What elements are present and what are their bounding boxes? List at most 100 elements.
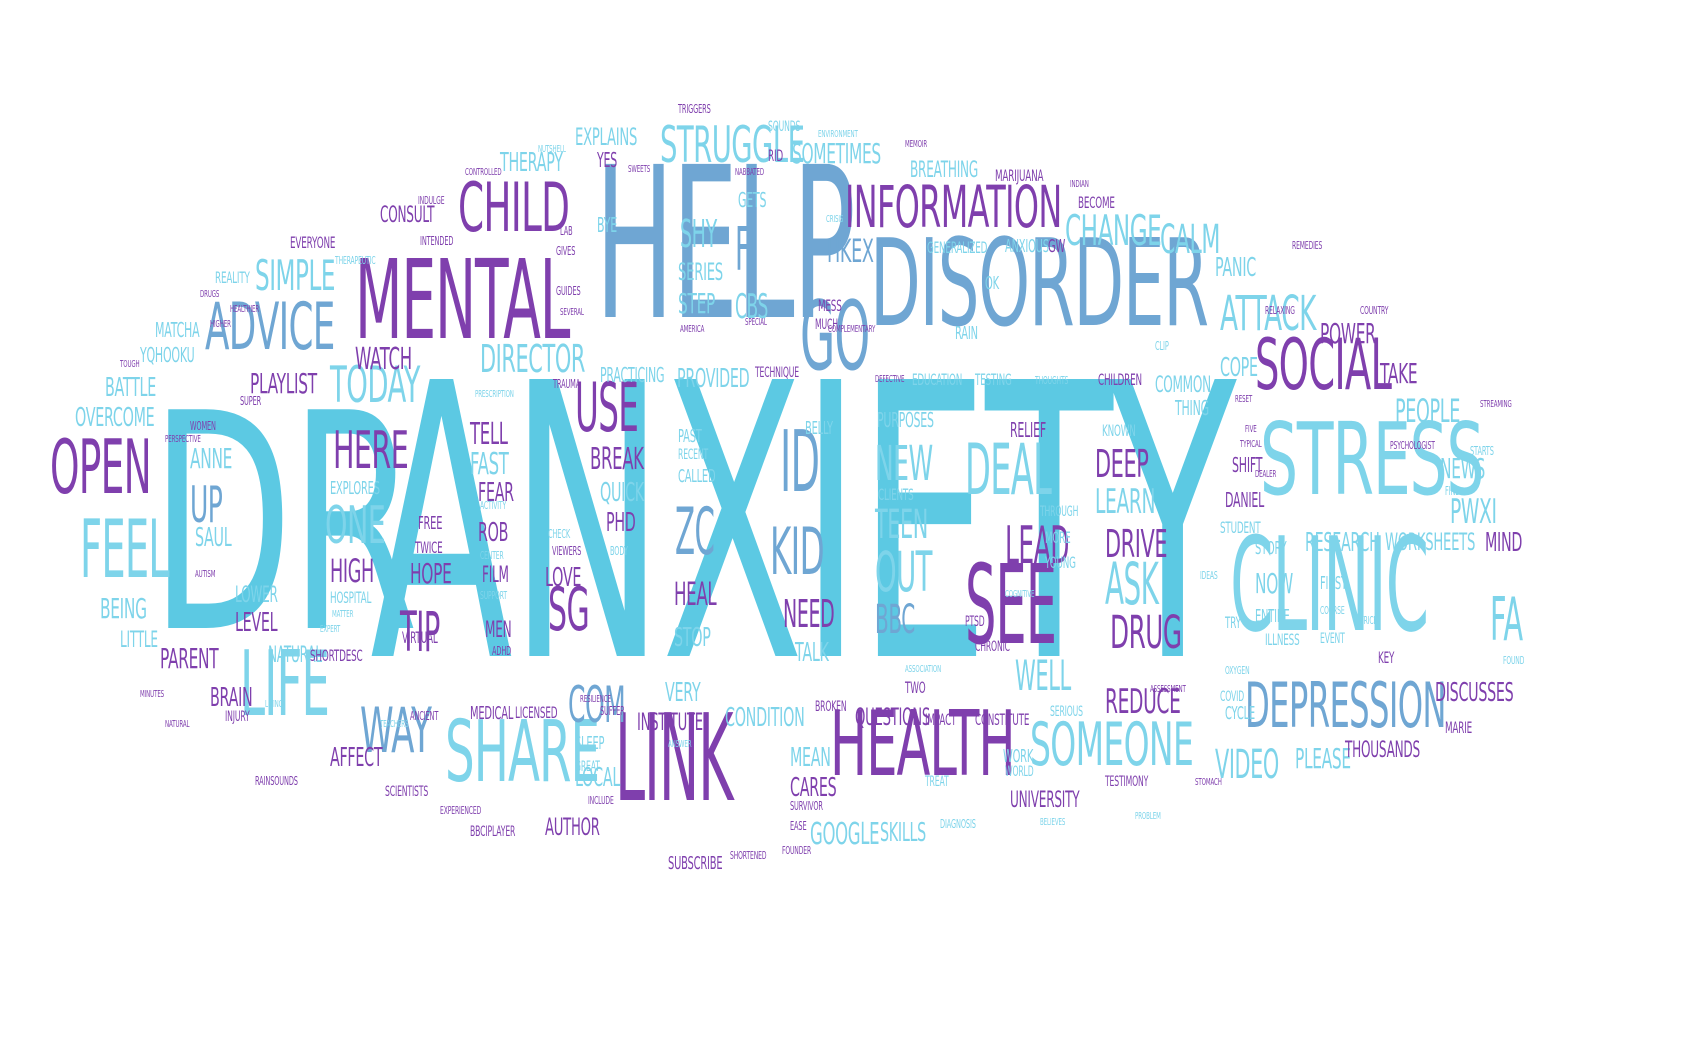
word-expert: Expert <box>320 624 341 635</box>
word-first: First <box>1320 573 1347 594</box>
word-struggle: Struggle <box>660 116 805 174</box>
word-provided: Provided <box>677 364 750 394</box>
word-scientists: Scientists <box>385 784 429 800</box>
word-cares: Cares <box>790 773 837 803</box>
word-event: Event <box>1320 631 1345 647</box>
word-america: America <box>680 324 705 335</box>
word-relief: Relief <box>1010 418 1046 442</box>
word-impact: Impact <box>925 710 957 729</box>
word-hope: Hope <box>410 557 452 590</box>
word-children: Children <box>1098 370 1142 389</box>
word-prescription: Prescription <box>475 389 514 400</box>
word-stop: Stop <box>674 623 711 653</box>
word-founder: Founder <box>782 844 812 857</box>
word-higher: Higher <box>210 319 231 330</box>
word-indulge: Indulge <box>418 194 445 207</box>
word-triggers: Triggers <box>678 102 711 116</box>
word-special: Special <box>745 317 767 328</box>
word-young: Young <box>1045 553 1076 572</box>
word-recent: Recent <box>678 447 709 463</box>
word-generalized: Generalized <box>927 238 988 257</box>
word-out: Out <box>875 540 932 604</box>
word-life: Life <box>240 632 330 737</box>
word-experienced: Experienced <box>440 804 482 817</box>
word-matcha: Matcha <box>155 318 200 342</box>
word-medical: Medical <box>470 703 514 724</box>
word-breathing: Breathing <box>910 158 979 183</box>
word-licensed: Licensed <box>515 703 558 722</box>
word-condition: Condition <box>725 703 805 733</box>
word-gets: Gets <box>738 188 767 212</box>
word-intended: Intended <box>420 234 454 248</box>
word-information: Information <box>845 173 1062 241</box>
word-calm: Calm <box>1160 217 1220 263</box>
word-course: Course <box>1320 604 1345 617</box>
word-subscribe: Subscribe <box>668 853 723 874</box>
word-marijuana: Marijuana <box>995 166 1044 185</box>
word-nutshell: Nutshell <box>538 144 566 155</box>
word-well: Well <box>1015 651 1071 700</box>
word-problem: Problem <box>1135 811 1161 822</box>
word-past: Past <box>678 426 702 447</box>
word-much: Much <box>815 317 838 333</box>
word-being: Being <box>100 592 147 625</box>
word-indian: Indian <box>1070 179 1089 190</box>
word-shy: Shy <box>680 212 717 256</box>
word-author: Author <box>545 813 600 841</box>
word-health: Health <box>830 692 1016 797</box>
word-tip: Tip <box>400 600 440 664</box>
word-brain: Brain <box>210 683 253 713</box>
word-playlist: Playlist <box>250 367 317 400</box>
word-minutes: Minutes <box>140 689 165 700</box>
word-cope: Cope <box>1220 353 1258 383</box>
word-use: Use <box>575 369 639 448</box>
word-psychologist: Psychologist <box>1390 439 1435 452</box>
word-lead: Lead <box>1005 516 1069 576</box>
word-institute: Institute <box>637 708 703 736</box>
word-consult: Consult <box>380 203 435 228</box>
word-lab: Lab <box>560 224 573 238</box>
word-ease: Ease <box>790 819 807 833</box>
word-level: Level <box>235 608 278 638</box>
word-support: Support <box>480 589 507 602</box>
word-student: Student <box>1220 518 1261 537</box>
word-pwxi: Pwxi <box>1450 492 1497 532</box>
word-simple: Simple <box>255 251 336 300</box>
word-new: New <box>875 436 933 492</box>
word-drug: Drug <box>1110 606 1182 659</box>
word-crisis: Crisis <box>826 214 844 225</box>
word-help: Help <box>595 122 856 367</box>
word-environment: Environment <box>818 129 858 140</box>
word-illness: Illness <box>1265 630 1300 649</box>
word-quick: Quick <box>600 478 644 508</box>
word-kid: Kid <box>770 515 825 590</box>
word-controlled: Controlled <box>465 167 502 178</box>
word-association: Association <box>905 664 942 675</box>
word-believes: Believes <box>1040 817 1066 828</box>
word-center: Center <box>480 549 504 562</box>
word-fear: Fear <box>478 478 514 508</box>
word-disorder: Disorder <box>870 215 1209 354</box>
word-local: Local <box>575 763 621 793</box>
word-up: Up <box>190 476 223 534</box>
word-attack: Attack <box>1220 286 1316 342</box>
word-body: Body <box>610 544 628 558</box>
word-dealer: Dealer <box>1255 469 1277 480</box>
word-injury: Injury <box>225 709 250 725</box>
word-panic: Panic <box>1215 253 1256 283</box>
word-ancient: Ancient <box>410 709 439 723</box>
word-sweets: Sweets <box>628 164 651 175</box>
word-go: Go <box>800 282 870 392</box>
word-anne: Anne <box>190 442 233 475</box>
word-talk: Talk <box>795 638 829 668</box>
word-healthier: Healthier <box>230 304 260 315</box>
word-try: Try <box>1225 613 1241 632</box>
word-ptsd: PTSD <box>965 614 985 630</box>
word-sg: Sg <box>548 575 590 645</box>
word-yqhooku: Yqhooku <box>140 343 195 367</box>
word-anxious: Anxious <box>1005 236 1049 257</box>
word-work: Work <box>1003 746 1034 767</box>
word-covid: Covid <box>1220 689 1245 705</box>
word-typical: Typical <box>1240 439 1262 450</box>
word-oxygen: Oxygen <box>1225 664 1250 677</box>
